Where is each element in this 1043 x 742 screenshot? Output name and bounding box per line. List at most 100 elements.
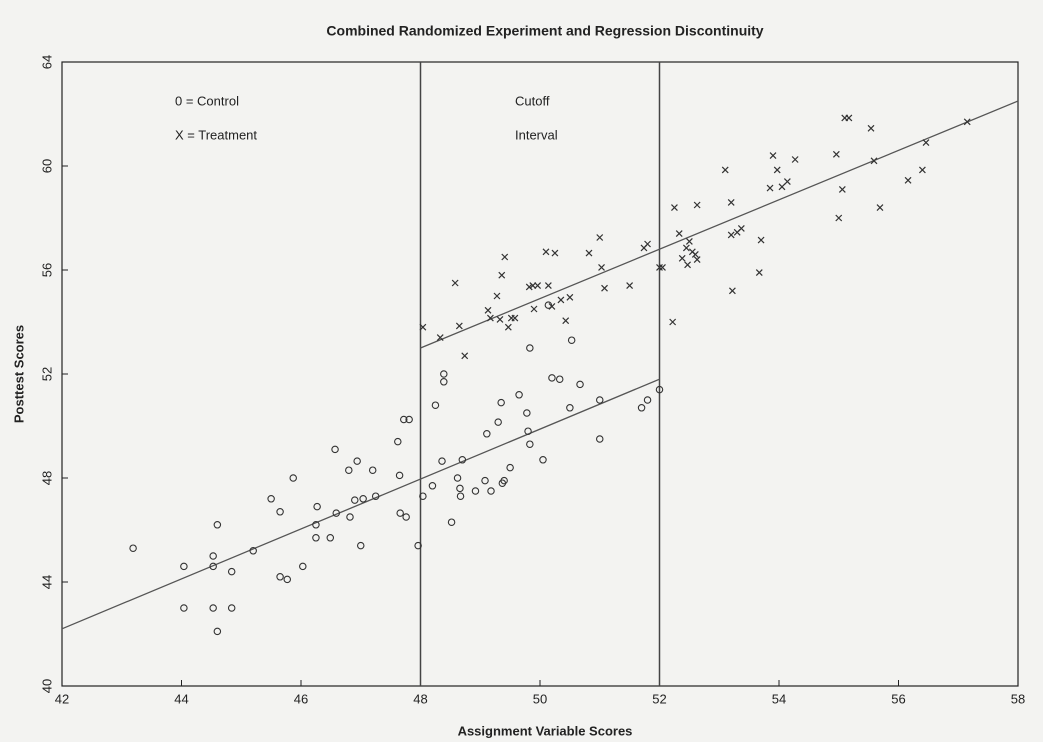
control-point: [497, 398, 505, 407]
treatment-point: [548, 302, 556, 310]
control-point: [249, 547, 257, 555]
treatment-point: [671, 204, 678, 212]
control-point: [276, 573, 284, 581]
control-point: [555, 375, 564, 383]
treatment-point: [557, 296, 565, 304]
control-point: [180, 604, 188, 612]
control-point: [371, 492, 380, 500]
annotation: Interval: [515, 127, 558, 142]
control-point: [431, 401, 440, 409]
control-point: [643, 396, 652, 404]
control-point: [419, 492, 427, 500]
chart-title: Combined Randomized Experiment and Regre…: [326, 23, 763, 39]
control-point: [566, 404, 574, 412]
treatment-point: [773, 166, 781, 174]
treatment-point: [783, 178, 791, 186]
control-point: [209, 552, 217, 560]
annotation: Cutoff: [515, 93, 550, 108]
control-point: [655, 385, 664, 394]
treatment-point: [601, 284, 608, 292]
x-tick-label: 48: [413, 691, 427, 706]
control-point: [400, 415, 408, 424]
control-point: [456, 484, 464, 493]
treatment-point: [678, 254, 686, 262]
treatment-point: [832, 150, 840, 158]
control-point: [402, 513, 410, 521]
control-point: [368, 466, 377, 474]
treatment-point: [493, 292, 501, 300]
treatment-point: [867, 124, 875, 132]
control-point: [312, 521, 320, 529]
control-point: [394, 437, 402, 446]
treatment-point: [551, 249, 559, 257]
treatment-point: [769, 152, 777, 160]
y-tick-label: 60: [39, 159, 54, 173]
control-point: [267, 495, 275, 503]
treatment-point: [656, 263, 663, 271]
y-tick-label: 64: [39, 55, 54, 69]
x-tick-label: 44: [174, 691, 188, 706]
control-point: [289, 474, 297, 482]
control-point: [414, 541, 422, 550]
control-point: [526, 440, 534, 448]
control-point: [227, 604, 236, 612]
control-point: [453, 474, 462, 482]
x-tick-label: 52: [652, 691, 666, 706]
treatment-point: [693, 256, 701, 264]
control-point: [456, 492, 465, 500]
control-point: [209, 604, 217, 612]
control-point: [548, 374, 556, 382]
control-point: [567, 336, 576, 344]
treatment-point: [693, 201, 701, 209]
treatment-point: [684, 261, 692, 269]
treatment-point: [511, 314, 519, 322]
control-point: [506, 463, 514, 472]
control-point: [438, 457, 446, 465]
treatment-point: [838, 185, 846, 193]
control-point: [576, 380, 584, 389]
treatment-point: [904, 176, 912, 184]
treatment-point: [644, 240, 651, 248]
treatment-point: [755, 269, 763, 277]
y-tick-label: 56: [39, 263, 54, 277]
treatment-point: [496, 315, 504, 323]
control-point: [326, 534, 335, 542]
control-point: [276, 508, 284, 516]
x-axis-label: Assignment Variable Scores: [458, 723, 633, 738]
control-point: [396, 509, 404, 517]
legend-entry: 0 = Control: [175, 93, 239, 108]
treatment-point: [486, 314, 494, 322]
treatment-point: [922, 139, 930, 147]
control-point: [209, 562, 217, 571]
treatment-point: [876, 204, 884, 212]
treatment-point: [562, 317, 570, 325]
treatment-point: [766, 184, 774, 192]
treatment-point: [596, 234, 604, 241]
control-point: [447, 518, 456, 526]
treatment-point: [436, 334, 444, 342]
control-point: [283, 575, 292, 584]
regression-line: [61, 378, 660, 630]
control-point: [544, 301, 553, 309]
treatment-point: [757, 236, 765, 244]
control-point: [405, 415, 413, 424]
control-point: [494, 418, 502, 426]
treatment-point: [727, 231, 735, 239]
treatment-point: [659, 263, 666, 271]
treatment-point: [451, 279, 459, 287]
control-point: [637, 404, 646, 412]
control-point: [481, 476, 489, 485]
treatment-point: [778, 183, 786, 191]
treatment-point: [534, 282, 542, 290]
treatment-point: [835, 214, 843, 222]
control-point: [346, 513, 354, 521]
y-tick-label: 44: [39, 575, 54, 589]
control-point: [351, 496, 359, 504]
treatment-point: [685, 237, 693, 245]
treatment-point: [525, 283, 533, 291]
treatment-point: [419, 323, 427, 331]
x-tick-label: 58: [1011, 691, 1025, 706]
treatment-point: [598, 263, 605, 271]
treatment-point: [675, 230, 683, 238]
y-tick-label: 52: [39, 367, 54, 381]
